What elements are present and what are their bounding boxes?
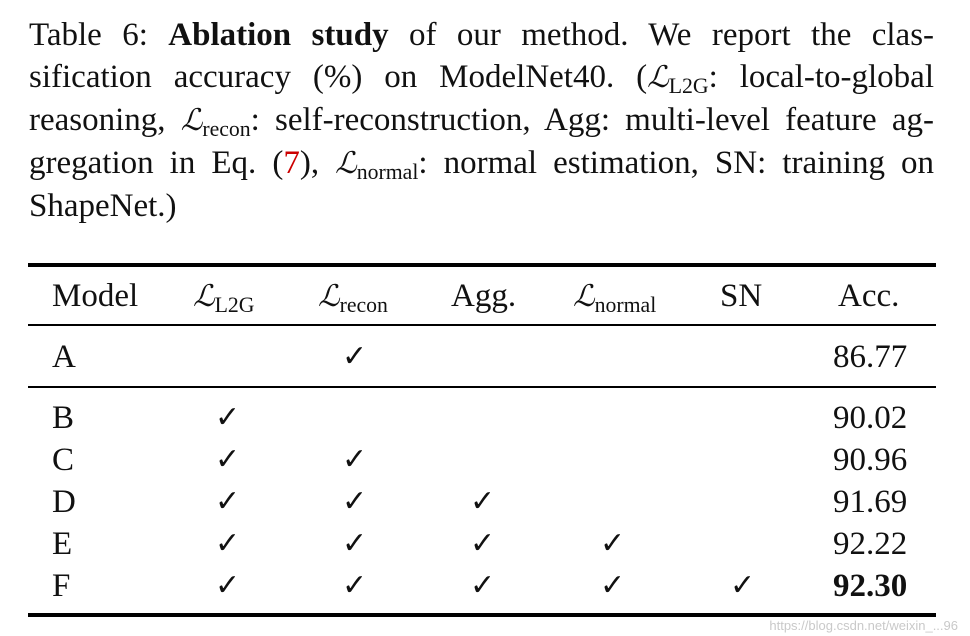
- checkmark-icon: ✓: [215, 484, 241, 519]
- header-normal-symbol: ℒ: [573, 279, 595, 314]
- checkmark-icon: ✓: [470, 526, 496, 561]
- checkmark-icon: ✓: [730, 568, 756, 603]
- model-cell: A: [52, 339, 76, 375]
- checkmark-icon: ✓: [215, 526, 241, 561]
- model-cell: C: [52, 442, 75, 478]
- checkmark-icon: ✓: [215, 442, 241, 477]
- checkmark-icon: ✓: [215, 400, 241, 435]
- checkmark-icon: ✓: [600, 526, 626, 561]
- checkmark-icon: ✓: [342, 568, 368, 603]
- checkmark-icon: ✓: [342, 526, 368, 561]
- caption-text-5: : normal estimation, SN: training on Sha…: [29, 145, 934, 224]
- accuracy-cell: 92.22: [833, 526, 908, 562]
- checkmark-icon: ✓: [600, 568, 626, 603]
- header-agg: Agg.: [451, 278, 517, 314]
- caption-text-2: : local-to-global reasoning,: [29, 59, 934, 138]
- accuracy-cell: 92.30: [833, 568, 908, 604]
- caption-text-1: of our method. We report the clas-sifica…: [29, 17, 935, 95]
- header-acc: Acc.: [838, 278, 900, 314]
- header-l2g-sub: L2G: [214, 293, 255, 318]
- header-sn: SN: [720, 278, 763, 314]
- checkmark-icon: ✓: [342, 484, 368, 519]
- loss-symbol-l2g: ℒ: [647, 60, 669, 95]
- model-cell: E: [52, 526, 73, 562]
- table-bottom-rule: [28, 613, 936, 617]
- checkmark-icon: ✓: [470, 484, 496, 519]
- loss-symbol-recon: ℒ: [180, 103, 203, 138]
- checkmark-icon: ✓: [342, 442, 368, 477]
- header-normal-sub: normal: [594, 293, 657, 318]
- accuracy-cell: 90.96: [833, 442, 908, 478]
- header-rule: [28, 324, 936, 326]
- watermark-url: https://blog.csdn.net/weixin_...96: [769, 618, 958, 633]
- model-cell: B: [52, 400, 75, 436]
- checkmark-icon: ✓: [470, 568, 496, 603]
- model-cell: D: [52, 484, 76, 520]
- loss-sub-normal: normal: [356, 160, 419, 185]
- checkmark-icon: ✓: [215, 568, 241, 603]
- loss-symbol-normal: ℒ: [335, 146, 357, 181]
- accuracy-cell: 86.77: [833, 339, 908, 375]
- table-caption: Table 6: Ablation study of our method. W…: [29, 14, 934, 227]
- loss-sub-l2g: L2G: [668, 74, 709, 99]
- accuracy-cell: 90.02: [833, 400, 908, 436]
- header-recon: ℒrecon: [318, 276, 388, 317]
- header-model: Model: [52, 278, 139, 314]
- header-recon-symbol: ℒ: [318, 279, 340, 314]
- caption-text-3: : self-reconstruction, Agg: multi-level …: [29, 102, 934, 181]
- checkmark-icon: ✓: [342, 339, 368, 374]
- table-label: Table 6:: [29, 17, 148, 53]
- loss-sub-recon: recon: [202, 117, 251, 142]
- group-divider-rule: [28, 386, 936, 388]
- header-l2g-symbol: ℒ: [193, 279, 215, 314]
- caption-text-4: ),: [299, 145, 336, 181]
- header-normal: ℒnormal: [573, 276, 656, 317]
- table-top-rule: [28, 263, 936, 267]
- equation-reference-link[interactable]: 7: [283, 145, 300, 181]
- header-recon-sub: recon: [339, 293, 388, 318]
- caption-title: Ablation study: [168, 17, 389, 53]
- header-l2g: ℒL2G: [193, 276, 255, 317]
- accuracy-cell: 91.69: [833, 484, 908, 520]
- model-cell: F: [52, 568, 71, 604]
